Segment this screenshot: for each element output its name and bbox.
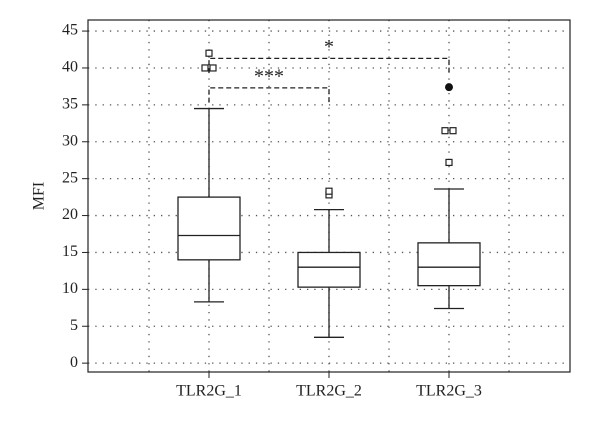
extreme-outlier [445,83,453,92]
outlier [441,127,449,135]
outlier [209,64,217,72]
y-axis-label: MFI [31,182,48,210]
box [417,242,481,287]
y-tick-label: 15 [62,243,78,260]
outlier [201,64,209,72]
y-tick-label: 25 [62,169,78,186]
y-tick-label: 45 [62,22,78,39]
y-tick-label: 30 [62,132,78,149]
y-tick-label: 35 [62,96,78,113]
significance-bracket [208,57,450,74]
x-tick-label: TLR2G_3 [416,383,482,400]
y-tick-label: 20 [62,206,78,223]
y-tick-label: 40 [62,59,78,76]
significance-label: * [324,36,334,58]
x-tick-label: TLR2G_2 [296,383,362,400]
significance-bracket [208,87,330,103]
y-tick-label: 0 [70,354,78,371]
box [297,251,361,288]
outlier [325,187,333,195]
y-tick-label: 5 [70,317,78,334]
significance-label: *** [254,65,284,87]
outlier [205,49,213,57]
box [177,196,241,261]
outlier [445,158,453,167]
y-tick-label: 10 [62,280,78,297]
outlier [449,127,457,135]
x-tick-label: TLR2G_1 [176,383,242,400]
